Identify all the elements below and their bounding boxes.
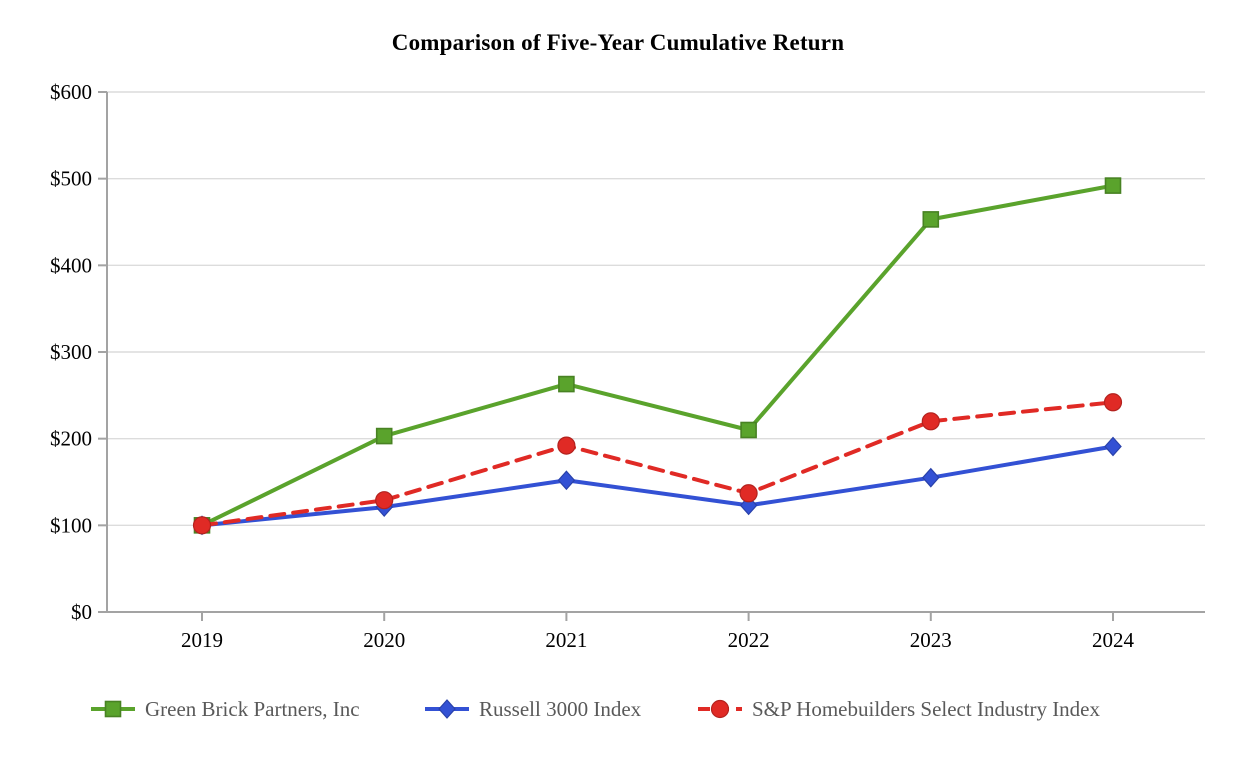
- series-3: [192, 393, 1123, 535]
- series-line: [200, 444, 1115, 528]
- data-point-diamond-marker: [921, 467, 940, 488]
- data-point-circle-marker: [557, 436, 576, 455]
- x-tick-label: 2021: [545, 628, 587, 652]
- data-point-square-marker: [104, 700, 122, 718]
- data-point-square-marker: [558, 375, 575, 393]
- chart-legend: Green Brick Partners, Inc Russell 3000 I…: [0, 694, 1236, 724]
- data-point-square-marker: [922, 211, 940, 228]
- chart-title: Comparison of Five-Year Cumulative Retur…: [391, 30, 845, 55]
- data-point-square-marker: [740, 421, 757, 439]
- legend-label: Green Brick Partners, Inc: [145, 696, 360, 721]
- y-tick-label: $400: [50, 253, 92, 277]
- y-tick-label: $0: [71, 600, 92, 624]
- series-1: [193, 177, 1122, 534]
- y-tick-label: $600: [50, 80, 92, 104]
- x-tick-label: 2020: [363, 628, 405, 652]
- data-point-circle-marker: [739, 484, 758, 503]
- x-tick-label: 2024: [1092, 628, 1135, 652]
- legend-swatch-russell-3000-icon: [424, 697, 470, 721]
- y-tick-label: $300: [50, 340, 92, 364]
- data-point-square-marker: [375, 427, 393, 445]
- data-point-circle-marker: [192, 516, 212, 535]
- legend-item-green-brick: Green Brick Partners, Inc: [90, 694, 360, 724]
- legend-label: Russell 3000 Index: [479, 696, 642, 721]
- x-tick-label: 2019: [181, 628, 223, 652]
- data-point-diamond-marker: [438, 699, 456, 719]
- data-point-circle-marker: [1103, 393, 1123, 412]
- legend-swatch-sp-homebuilders-icon: [697, 697, 743, 721]
- data-point-square-marker: [1104, 177, 1122, 194]
- chart-svg: $0 $100 $200 $300 $400 $500 $600 2019 2020 2021 20…: [50, 80, 1205, 652]
- y-tick-label: $200: [50, 427, 92, 451]
- y-tick-label: $100: [50, 513, 92, 537]
- legend-label: S&P Homebuilders Select Industry Index: [752, 696, 1101, 721]
- data-point-circle-marker: [921, 412, 940, 431]
- series-2: [193, 436, 1122, 536]
- legend-swatch-green-brick-icon: [90, 697, 136, 721]
- legend-item-russell-3000: Russell 3000 Index: [424, 694, 641, 724]
- y-tick-label: $500: [50, 167, 92, 191]
- series-line: [200, 183, 1115, 528]
- x-tick-label: 2023: [910, 628, 952, 652]
- data-point-circle-marker: [375, 491, 394, 510]
- data-point-circle-marker: [710, 699, 730, 719]
- legend-item-sp-homebuilders: S&P Homebuilders Select Industry Index: [697, 694, 1100, 724]
- x-tick-label: 2022: [728, 628, 770, 652]
- data-point-diamond-marker: [1104, 436, 1122, 457]
- series-line: [200, 400, 1115, 528]
- data-point-diamond-marker: [557, 470, 576, 491]
